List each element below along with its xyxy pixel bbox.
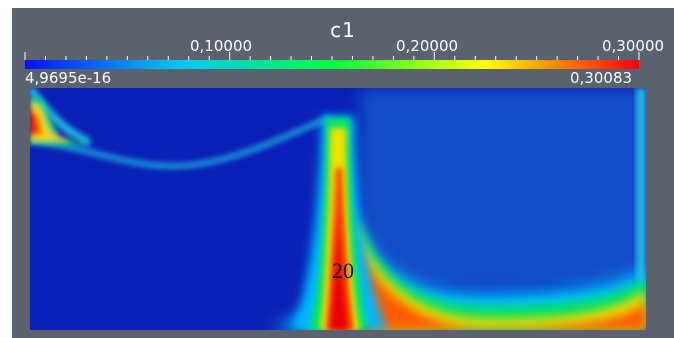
- colorbar-tick-label: 0,30000: [602, 37, 665, 55]
- colorbar-gradient: [25, 60, 639, 69]
- colorbar-tick-label: 0,10000: [190, 37, 253, 55]
- colorbar: [24, 52, 640, 69]
- render-viewport[interactable]: c1 0,10000 0,20000 0,30000 4,9695e-16 0,…: [12, 8, 674, 338]
- colorbar-min-label: 4,9695e-16: [25, 69, 112, 87]
- colorbar-tick-label: 0,20000: [396, 37, 459, 55]
- concentration-field[interactable]: [30, 88, 646, 330]
- colorbar-minor-ticks: [24, 52, 640, 60]
- colorbar-max-label: 0,30083: [570, 69, 633, 87]
- colorbar-title: c1: [330, 18, 356, 42]
- annotation-label: 20: [332, 258, 354, 283]
